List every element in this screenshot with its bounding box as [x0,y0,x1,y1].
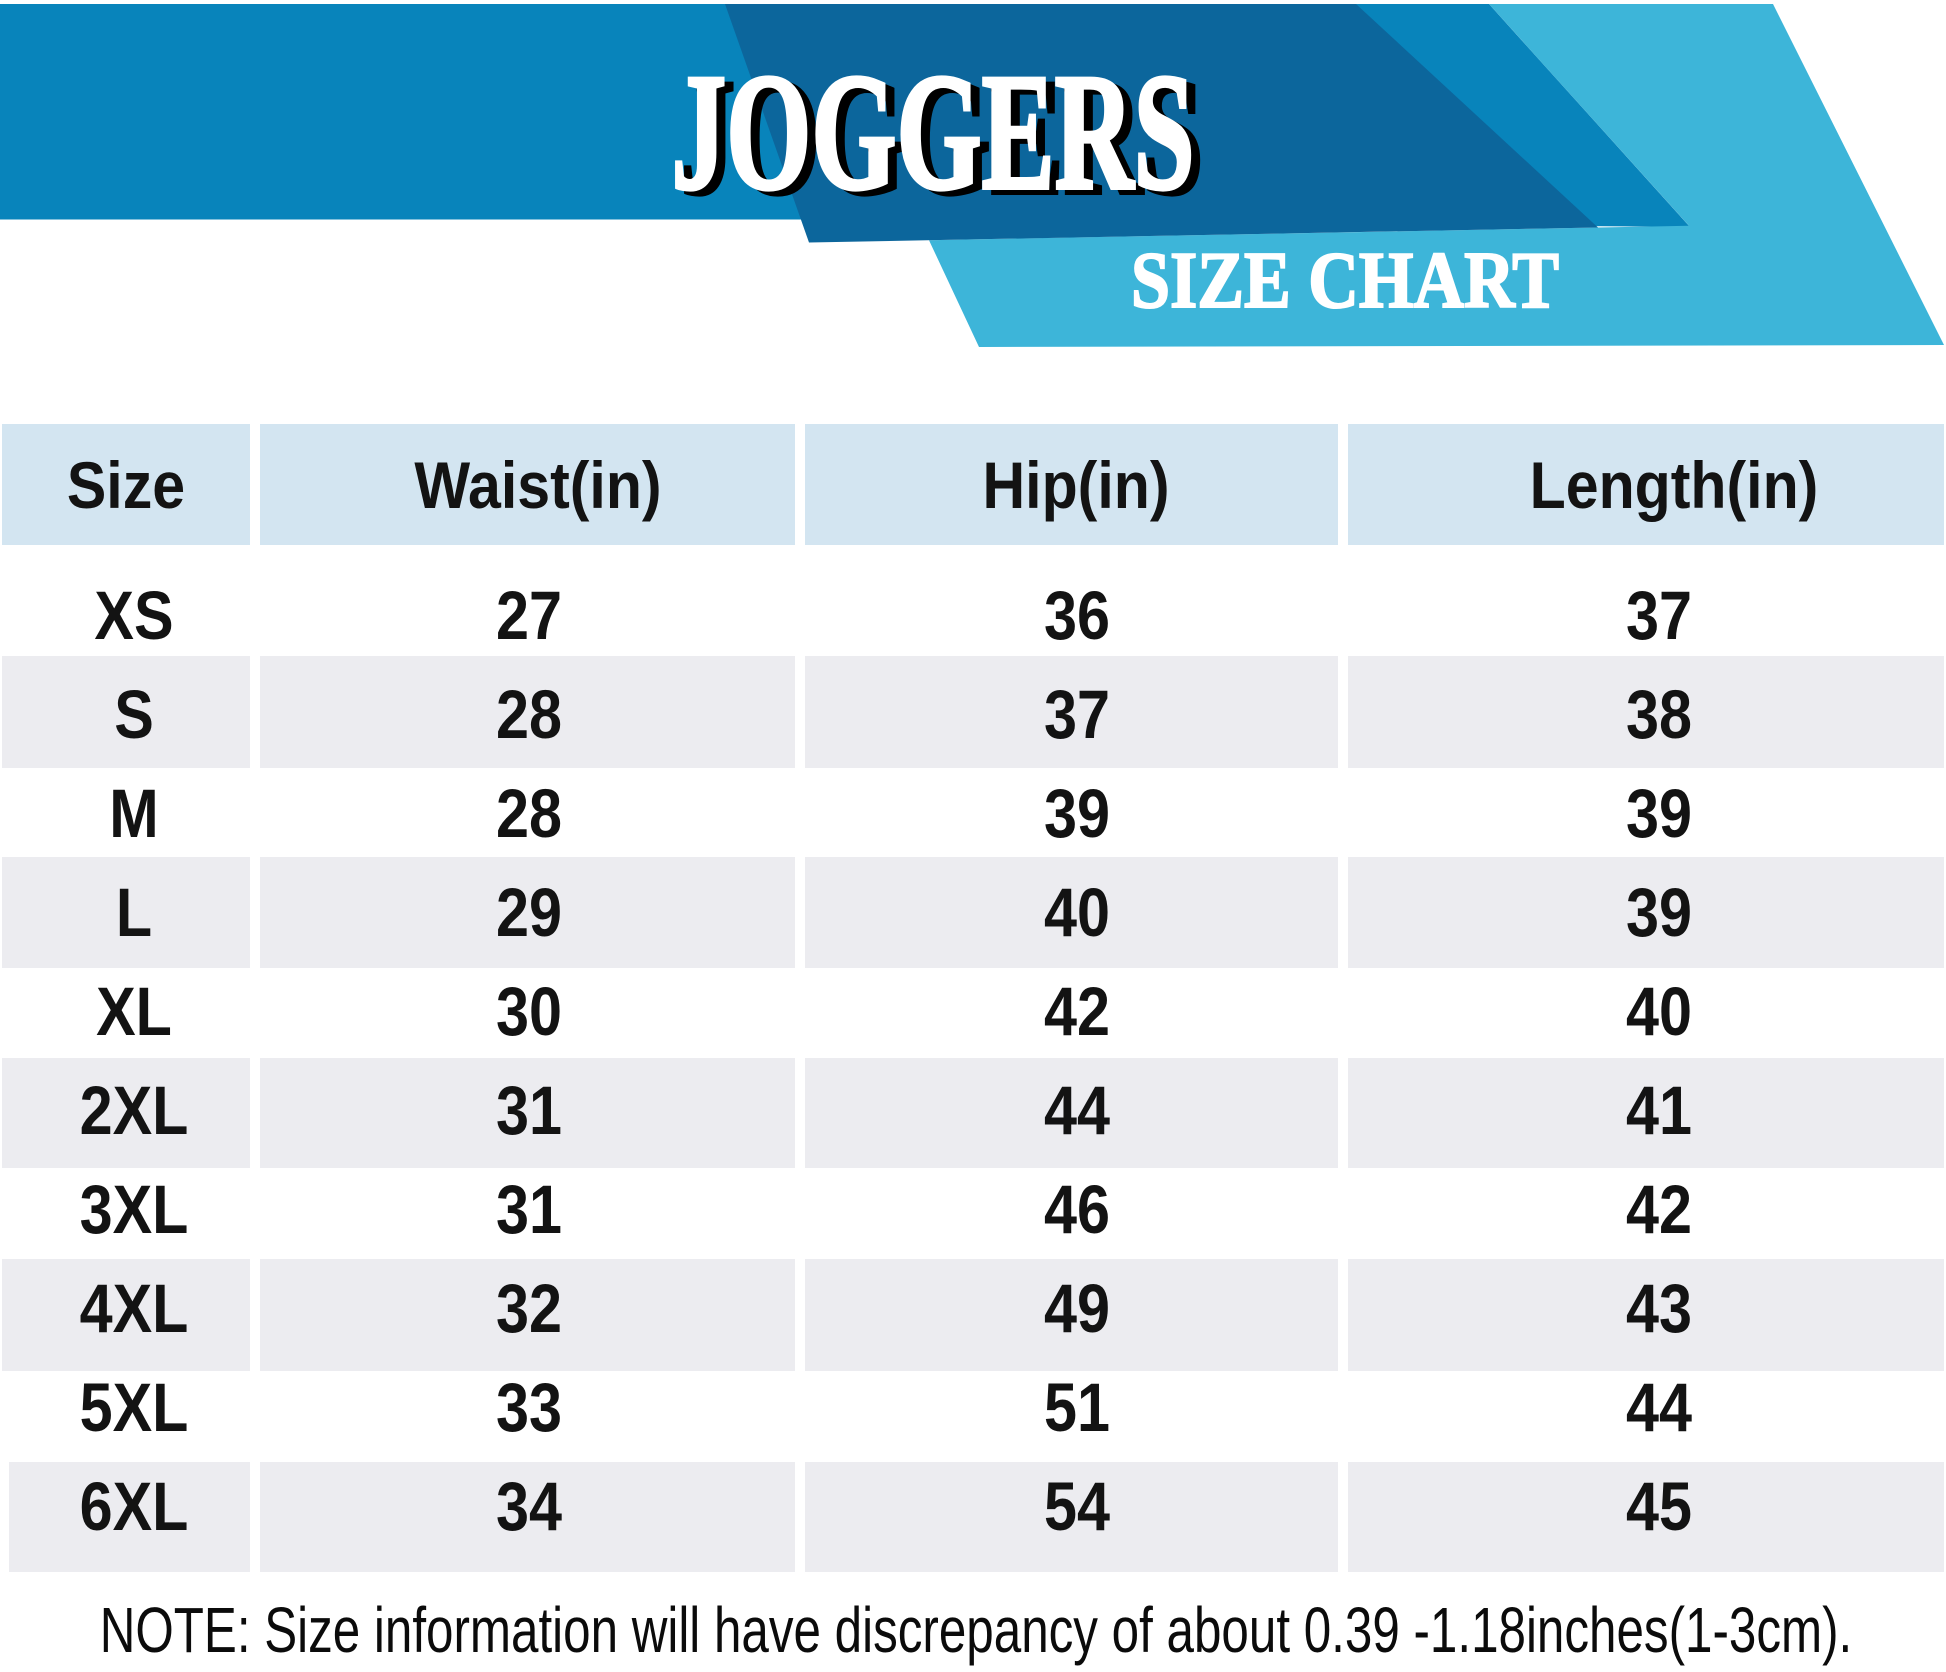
svg-text:JOGGERS: JOGGERS [681,45,1204,230]
svg-text:SIZE CHART: SIZE CHART [1131,235,1559,325]
svg-text:JOGGERS: JOGGERS [672,40,1195,225]
